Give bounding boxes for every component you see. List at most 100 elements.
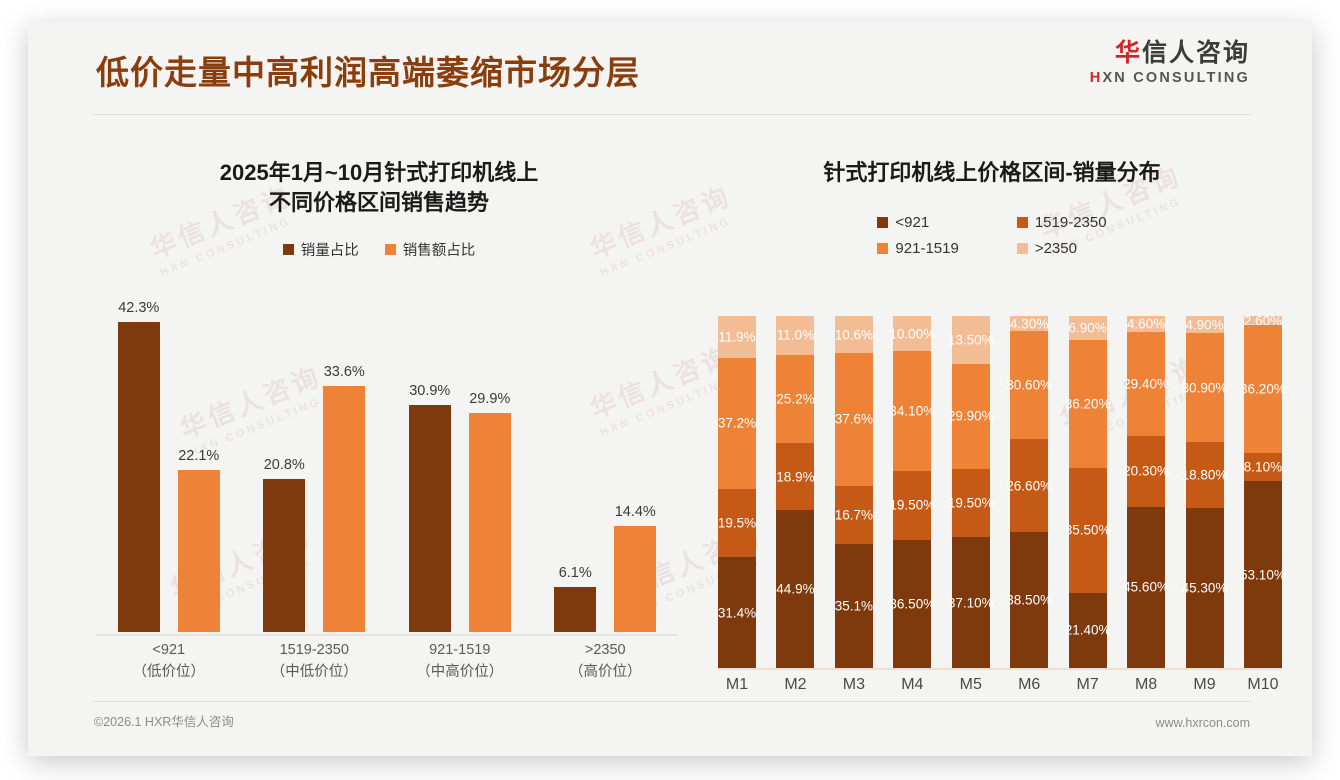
stack-segment-1519-2350[interactable]: 8.10% xyxy=(1244,452,1282,482)
bar-销量占比->2350[interactable]: 6.1% xyxy=(554,565,597,632)
bar-销售额占比-921-1519[interactable]: 29.9% xyxy=(468,391,511,632)
stack-segment-921-1519[interactable]: 34.10% xyxy=(889,351,935,472)
stack-segment-1519-2350[interactable]: 18.9% xyxy=(776,443,815,510)
stack-segment-921-1519[interactable]: 36.20% xyxy=(1240,325,1286,453)
brand-logo: 华信人咨询 HXN CONSULTING xyxy=(1090,40,1250,86)
stack-segment-<921[interactable]: 44.9% xyxy=(776,509,815,668)
bar-value-label: 6.1% xyxy=(558,565,592,581)
page-title: 低价走量中高利润高端萎缩市场分层 xyxy=(96,54,640,91)
stack-segment-<921[interactable]: 21.40% xyxy=(1065,592,1111,668)
x-tick-M3: M3 xyxy=(842,676,865,693)
stack-value-label: 10.6% xyxy=(834,327,874,343)
stack-segment-<921[interactable]: 37.10% xyxy=(948,537,994,668)
stack-value-label: 10.00% xyxy=(889,326,936,342)
bar-销量占比-<921[interactable]: 42.3% xyxy=(117,300,160,632)
stack-segment-<921[interactable]: 45.60% xyxy=(1123,507,1169,668)
right-legend-item-3[interactable]: >2350 xyxy=(1016,240,1107,257)
stack-segment-921-1519[interactable]: 36.20% xyxy=(1065,340,1111,468)
stacked-bar-M4[interactable]: 10.00% 34.10% 19.50% 36.50% xyxy=(889,316,935,668)
bar-value-label: 33.6% xyxy=(323,364,365,380)
stack-segment->2350[interactable]: 13.50% xyxy=(948,316,994,364)
bar-value-label: 42.3% xyxy=(118,300,160,316)
stack-value-label: 34.10% xyxy=(889,403,936,419)
stack-segment-921-1519[interactable]: 30.60% xyxy=(1006,331,1052,439)
x-tick-<921: <921 （低价位） xyxy=(109,640,229,684)
left-chart-title: 2025年1月~10月针式打印机线上 不同价格区间销售趋势 xyxy=(74,158,684,217)
logo-cn-accent: 华 xyxy=(1114,39,1142,67)
stacked-bar-plot: 11.9% 37.2% 19.5% 31.4% 11.0% 25.2% 18.9% 44.9%… xyxy=(718,313,1286,668)
stack-segment-<921[interactable]: 35.1% xyxy=(835,544,873,668)
footer-website[interactable]: www.hxrcon.com xyxy=(1155,716,1250,730)
stack-segment-<921[interactable]: 36.50% xyxy=(889,539,935,668)
stacked-bar-M1[interactable]: 11.9% 37.2% 19.5% 31.4% xyxy=(718,316,756,668)
left-legend-item-1[interactable]: 销售额占比 xyxy=(384,239,475,260)
stack-value-label: 53.10% xyxy=(1240,567,1286,583)
stack-segment->2350[interactable]: 2.60% xyxy=(1244,313,1282,328)
stack-segment-<921[interactable]: 31.4% xyxy=(718,557,756,668)
stacked-bar-M10[interactable]: 2.60% 36.20% 8.10% 53.10% xyxy=(1240,313,1286,668)
stacked-bar-M3[interactable]: 10.6% 37.6% 16.7% 35.1% xyxy=(835,316,873,668)
right-legend-item-1[interactable]: 1519-2350 xyxy=(1016,214,1107,231)
bar-fill xyxy=(614,526,657,632)
x-tick-label: 921-1519 xyxy=(429,642,491,658)
left-legend-item-0[interactable]: 销量占比 xyxy=(282,239,359,260)
right-legend-item-0[interactable]: <921 xyxy=(877,214,958,231)
bar-销售额占比-<921[interactable]: 22.1% xyxy=(177,448,220,632)
bar-销售额占比-1519-2350[interactable]: 33.6% xyxy=(323,364,366,632)
stack-value-label: 37.6% xyxy=(834,411,874,427)
stack-value-label: 36.20% xyxy=(1240,381,1286,397)
left-chart-title-line1: 2025年1月~10月针式打印机线上 xyxy=(219,160,539,185)
stack-segment-921-1519[interactable]: 37.2% xyxy=(717,357,757,489)
stack-segment->2350[interactable]: 4.60% xyxy=(1127,316,1165,333)
stack-segment->2350[interactable]: 11.0% xyxy=(776,316,815,355)
stacked-bar-M6[interactable]: 4.30% 30.60% 26.60% 38.50% xyxy=(1006,316,1052,668)
stack-segment->2350[interactable]: 6.90% xyxy=(1068,316,1107,341)
bar-value-label: 30.9% xyxy=(409,383,451,399)
stack-segment->2350[interactable]: 10.00% xyxy=(889,316,935,352)
stack-segment-921-1519[interactable]: 37.6% xyxy=(834,353,874,486)
stack-segment-<921[interactable]: 53.10% xyxy=(1240,481,1286,668)
stack-segment-<921[interactable]: 38.50% xyxy=(1006,532,1052,668)
stack-value-label: 38.50% xyxy=(1006,592,1053,608)
stack-segment->2350[interactable]: 4.90% xyxy=(1185,316,1224,334)
stack-segment-<921[interactable]: 45.30% xyxy=(1182,508,1227,668)
left-chart-legend: 销量占比 销售额占比 xyxy=(74,239,684,260)
stacked-bar-M5[interactable]: 13.50% 29.90% 19.50% 37.10% xyxy=(948,316,994,668)
stack-value-label: 37.2% xyxy=(717,415,757,431)
stack-segment-1519-2350[interactable]: 26.60% xyxy=(1006,438,1052,533)
stack-segment-1519-2350[interactable]: 18.80% xyxy=(1182,442,1227,509)
stacked-bar-M8[interactable]: 4.60% 29.40% 20.30% 45.60% xyxy=(1123,316,1169,668)
logo-cn-rest: 信人咨询 xyxy=(1141,39,1250,67)
stack-segment-921-1519[interactable]: 29.90% xyxy=(948,363,994,469)
stack-segment-921-1519[interactable]: 29.40% xyxy=(1123,332,1169,436)
legend-swatch-icon xyxy=(877,242,889,254)
stack-segment-1519-2350[interactable]: 19.50% xyxy=(948,468,994,538)
bar-value-label: 29.9% xyxy=(469,391,511,407)
stack-value-label: 20.30% xyxy=(1123,463,1169,479)
right-legend-item-2[interactable]: 921-1519 xyxy=(877,239,959,257)
stack-segment-1519-2350[interactable]: 19.5% xyxy=(718,488,756,558)
stack-value-label: 35.1% xyxy=(834,598,874,614)
stack-segment-1519-2350[interactable]: 19.50% xyxy=(889,471,935,540)
bar-销量占比-921-1519[interactable]: 30.9% xyxy=(408,383,451,632)
legend-label: 921-1519 xyxy=(895,239,959,257)
stack-segment-1519-2350[interactable]: 35.50% xyxy=(1065,467,1111,593)
bar-fill xyxy=(408,405,451,632)
left-chart-panel: 2025年1月~10月针式打印机线上 不同价格区间销售趋势 销量占比 销售额占比 … xyxy=(74,134,684,694)
x-tick-M7: M7 xyxy=(1076,676,1099,693)
stack-segment-921-1519[interactable]: 30.90% xyxy=(1182,333,1227,442)
stack-segment->2350[interactable]: 4.30% xyxy=(1010,316,1048,332)
stack-segment-921-1519[interactable]: 25.2% xyxy=(776,354,815,444)
stack-value-label: 21.40% xyxy=(1064,622,1111,638)
stacked-bar-M9[interactable]: 4.90% 30.90% 18.80% 45.30% xyxy=(1182,316,1227,668)
bar-fill xyxy=(177,470,220,632)
stack-segment-1519-2350[interactable]: 20.30% xyxy=(1123,435,1169,508)
x-tick-M5: M5 xyxy=(959,676,982,693)
stack-segment->2350[interactable]: 10.6% xyxy=(834,316,874,354)
bar-销量占比-1519-2350[interactable]: 20.8% xyxy=(263,457,306,632)
bar-销售额占比->2350[interactable]: 14.4% xyxy=(614,504,657,632)
stacked-bar-M7[interactable]: 6.90% 36.20% 35.50% 21.40% xyxy=(1065,316,1111,668)
stack-segment-1519-2350[interactable]: 16.7% xyxy=(835,485,873,545)
stack-segment->2350[interactable]: 11.9% xyxy=(718,316,756,358)
stacked-bar-M2[interactable]: 11.0% 25.2% 18.9% 44.9% xyxy=(776,316,815,668)
